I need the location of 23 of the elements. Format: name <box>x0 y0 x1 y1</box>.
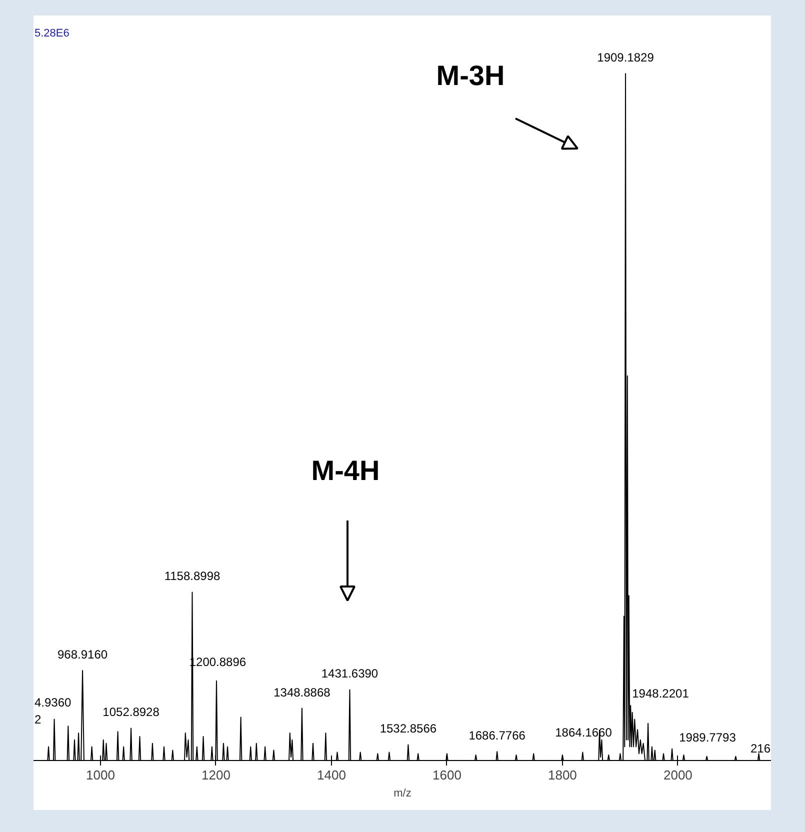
annotation: 216 <box>750 742 771 756</box>
annotation: 1948.2201 <box>632 686 690 700</box>
annotation: M-3H <box>436 60 505 91</box>
annotation: 1431.6390 <box>321 666 378 681</box>
x-axis-title: m/z <box>394 788 412 800</box>
annotation: 1348.8868 <box>274 685 331 700</box>
x-tick-label: 1000 <box>86 768 115 782</box>
annotation: 1909.1829 <box>597 50 654 65</box>
annotation: M-4H <box>311 455 380 486</box>
annotation: 968.9160 <box>58 648 108 662</box>
annotation: 2 <box>34 712 42 726</box>
x-tick-label: 1800 <box>548 768 577 782</box>
text: 5.28E6 <box>34 28 70 40</box>
annotation: 1158.8998 <box>164 569 220 584</box>
annotation: 1686.7766 <box>468 728 526 743</box>
annotation: 1052.8928 <box>102 705 160 720</box>
annotation: 4.9360 <box>34 696 72 710</box>
x-tick-label: 2000 <box>663 768 692 782</box>
x-tick-label: 1200 <box>202 768 230 782</box>
annotation: 1989.7793 <box>679 730 736 744</box>
annotation: 1532.8566 <box>380 722 437 736</box>
x-tick-label: 1400 <box>317 768 346 782</box>
x-tick-label: 1600 <box>432 768 462 782</box>
